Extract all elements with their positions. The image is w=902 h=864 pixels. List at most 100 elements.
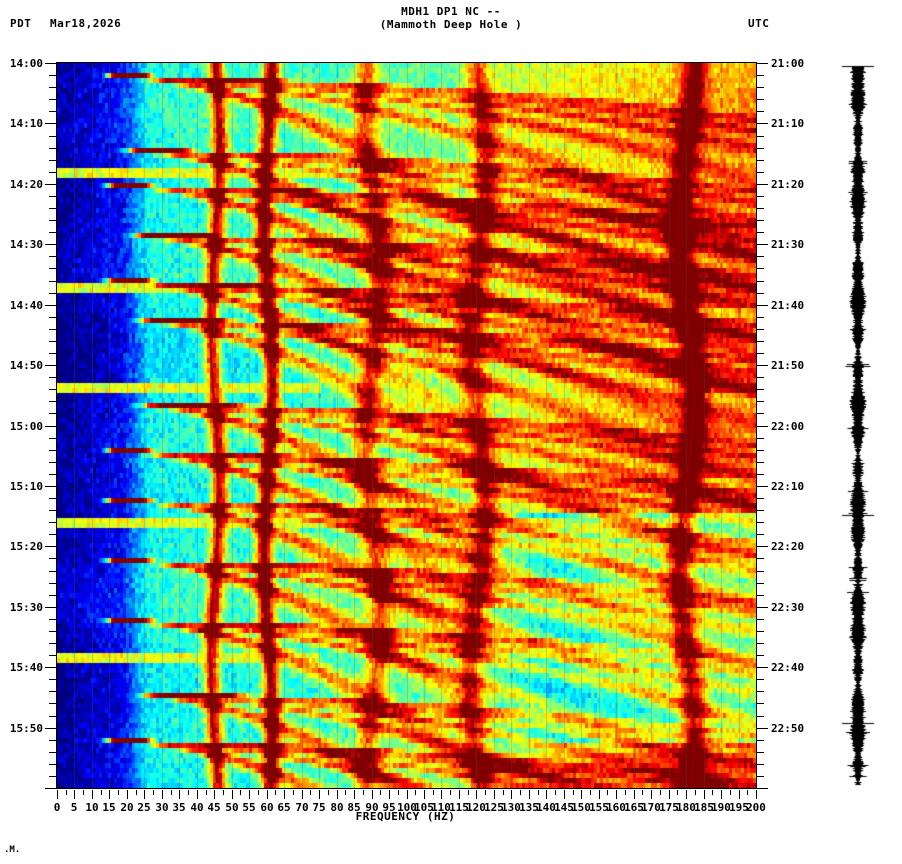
right-axis-minor-tick <box>757 401 764 402</box>
freq-axis-label: 40 <box>190 801 204 814</box>
right-time-label: 22:20 <box>771 540 805 553</box>
freq-axis-major-tick <box>686 790 687 799</box>
right-axis-minor-tick <box>757 329 764 330</box>
freq-axis-label: 50 <box>225 801 239 814</box>
right-axis-minor-tick <box>757 75 764 76</box>
freq-axis-minor-tick <box>590 790 591 795</box>
freq-axis-major-tick <box>284 790 285 799</box>
left-axis-major-tick <box>45 728 56 729</box>
freq-axis-minor-tick <box>520 790 521 795</box>
freq-axis-label: 200 <box>746 801 766 814</box>
right-axis-minor-tick <box>757 148 764 149</box>
freq-axis-label: 100 <box>397 801 417 814</box>
left-axis-minor-tick <box>49 232 56 233</box>
right-axis-minor-tick <box>757 534 764 535</box>
freq-axis-major-tick <box>494 790 495 799</box>
freq-axis-label: 35 <box>172 801 186 814</box>
freq-axis-minor-tick <box>153 790 154 795</box>
freq-axis-minor-tick <box>642 790 643 795</box>
left-axis-minor-tick <box>49 438 56 439</box>
right-time-label: 21:50 <box>771 359 805 372</box>
freq-axis-major-tick <box>459 790 460 799</box>
freq-axis-major-tick <box>529 790 530 799</box>
left-axis-minor-tick <box>49 655 56 656</box>
freq-axis-minor-tick <box>677 790 678 795</box>
right-axis-minor-tick <box>757 679 764 680</box>
freq-axis-minor-tick <box>607 790 608 795</box>
freq-axis-minor-tick <box>363 790 364 795</box>
timezone-label-right: UTC <box>748 17 770 30</box>
left-axis-minor-tick <box>49 317 56 318</box>
freq-axis-major-tick <box>511 790 512 799</box>
left-axis-minor-tick <box>49 196 56 197</box>
freq-axis-label: 25 <box>137 801 151 814</box>
right-axis-minor-tick <box>757 583 764 584</box>
left-axis-minor-tick <box>49 558 56 559</box>
freq-axis-major-tick <box>634 790 635 799</box>
freq-axis-major-tick <box>441 790 442 799</box>
left-axis-minor-tick <box>49 377 56 378</box>
left-axis-major-tick <box>45 305 56 306</box>
left-time-label: 14:40 <box>9 299 43 312</box>
right-axis-minor-tick <box>757 160 764 161</box>
left-axis-minor-tick <box>49 389 56 390</box>
right-axis-major-tick <box>757 244 768 245</box>
freq-axis-minor-tick <box>118 790 119 795</box>
left-axis-major-tick <box>45 546 56 547</box>
left-time-label: 14:10 <box>9 117 43 130</box>
left-axis-minor-tick <box>49 220 56 221</box>
freq-axis-label: 135 <box>519 801 539 814</box>
left-axis-minor-tick <box>49 329 56 330</box>
left-axis-minor-tick <box>49 256 56 257</box>
seismic-trace-image <box>828 60 892 790</box>
freq-axis-label: 110 <box>431 801 451 814</box>
freq-axis-label: 10 <box>85 801 99 814</box>
freq-axis-major-tick <box>354 790 355 799</box>
left-axis-minor-tick <box>49 293 56 294</box>
left-axis-minor-tick <box>49 510 56 511</box>
left-axis-minor-tick <box>49 716 56 717</box>
right-axis-minor-tick <box>757 136 764 137</box>
spectrogram-plot[interactable] <box>56 62 757 789</box>
right-axis-minor-tick <box>757 740 764 741</box>
freq-axis-major-tick <box>127 790 128 799</box>
right-axis-minor-tick <box>757 655 764 656</box>
left-axis-minor-tick <box>49 136 56 137</box>
left-axis-minor-tick <box>49 75 56 76</box>
left-time-label: 14:50 <box>9 359 43 372</box>
left-axis-minor-tick <box>49 462 56 463</box>
right-time-label: 22:40 <box>771 661 805 674</box>
right-axis-major-tick <box>757 546 768 547</box>
right-axis-major-tick <box>757 728 768 729</box>
freq-axis-label: 155 <box>589 801 609 814</box>
right-time-label: 21:20 <box>771 178 805 191</box>
freq-axis-major-tick <box>197 790 198 799</box>
left-axis-minor-tick <box>49 631 56 632</box>
freq-axis-major-tick <box>739 790 740 799</box>
freq-axis-minor-tick <box>747 790 748 795</box>
freq-axis-major-tick <box>144 790 145 799</box>
freq-axis-minor-tick <box>730 790 731 795</box>
freq-axis-minor-tick <box>468 790 469 795</box>
right-axis-major-tick <box>757 426 768 427</box>
freq-axis-label: 130 <box>501 801 521 814</box>
left-axis-minor-tick <box>49 583 56 584</box>
freq-axis-minor-tick <box>503 790 504 795</box>
left-axis-major-tick <box>45 667 56 668</box>
freq-axis-label: 170 <box>641 801 661 814</box>
freq-axis-label: 185 <box>694 801 714 814</box>
right-axis-minor-tick <box>757 450 764 451</box>
left-axis-minor-tick <box>49 595 56 596</box>
freq-axis-label: 0 <box>53 801 61 814</box>
left-axis-minor-tick <box>49 281 56 282</box>
right-axis-major-tick <box>757 123 768 124</box>
freq-axis-major-tick <box>476 790 477 799</box>
freq-axis-label: 115 <box>449 801 469 814</box>
left-time-label: 15:30 <box>9 601 43 614</box>
freq-axis-major-tick <box>162 790 163 799</box>
freq-axis-major-tick <box>372 790 373 799</box>
left-axis-minor-tick <box>49 172 56 173</box>
right-axis-minor-tick <box>757 196 764 197</box>
left-axis-minor-tick <box>49 474 56 475</box>
freq-axis-minor-tick <box>345 790 346 795</box>
